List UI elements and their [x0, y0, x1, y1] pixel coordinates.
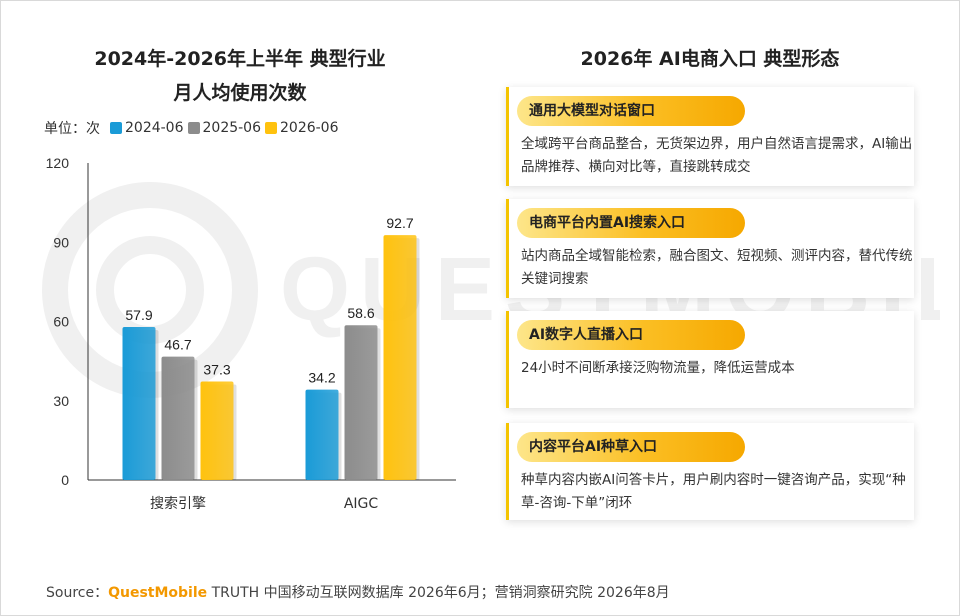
legend-label-2026: 2026-06: [280, 120, 339, 136]
legend-item-2024: 2024-06: [110, 120, 184, 136]
bar-value-label: 37.3: [203, 361, 230, 377]
bar-value-label: 34.2: [308, 370, 335, 386]
entry-tag-1: 通用大模型对话窗口: [517, 96, 745, 126]
entry-card-2: 电商平台内置AI搜索入口 站内商品全域智能检索，融合图文、短视频、测评内容，替代…: [506, 199, 914, 298]
bar-2025-06-0: [161, 356, 195, 480]
entry-tag-3: AI数字人直播入口: [517, 320, 745, 350]
entry-desc-1: 全域跨平台商品整合，无货架边界，用户自然语言提需求，AI输出品牌推荐、横向对比等…: [521, 136, 913, 175]
bar-2025-06-1: [344, 325, 378, 480]
entry-desc-4: 种草内容内嵌AI问答卡片，用户刷内容时一键咨询产品，实现“种草-咨询-下单”闭环: [521, 472, 906, 511]
entry-card-3: AI数字人直播入口 24小时不间断承接泛购物流量，降低运营成本: [506, 311, 914, 408]
y-tick-label: 30: [53, 393, 69, 409]
legend-swatch-2026: [265, 122, 277, 134]
entry-card-1: 通用大模型对话窗口 全域跨平台商品整合，无货架边界，用户自然语言提需求，AI输出…: [506, 87, 914, 186]
y-tick-label: 90: [53, 234, 69, 250]
entry-tag-2: 电商平台内置AI搜索入口: [517, 208, 745, 238]
legend-item-2026: 2026-06: [265, 120, 339, 136]
legend-label-2025: 2025-06: [202, 120, 262, 136]
right-panel-title: 2026年 AI电商入口 典型形态: [580, 48, 840, 70]
source-text: TRUTH 中国移动互联网数据库 2026年6月；营销洞察研究院 2026年8月: [207, 585, 670, 601]
legend-label-2024: 2024-06: [125, 120, 184, 136]
bar-2024-06-0: [122, 327, 156, 480]
unit-label: 单位：次: [44, 121, 100, 137]
bar-value-label: 57.9: [125, 307, 152, 323]
bar-value-label: 92.7: [386, 215, 413, 231]
entry-desc-3: 24小时不间断承接泛购物流量，降低运营成本: [521, 360, 795, 376]
chart-title-line1: 2024年-2026年上半年 典型行业: [94, 48, 386, 70]
y-tick-label: 60: [53, 314, 69, 330]
chart-legend: 单位：次 2024-06 2025-06 2026-06: [44, 118, 343, 138]
chart-title-line2: 月人均使用次数: [173, 82, 307, 104]
x-category-label: 搜索引擎: [150, 495, 206, 512]
bar-2026-06-0: [200, 381, 234, 480]
bar-value-label: 58.6: [347, 305, 374, 321]
entry-tag-4: 内容平台AI种草入口: [517, 432, 745, 462]
bar-2024-06-1: [305, 389, 339, 480]
legend-swatch-2024: [110, 122, 122, 134]
source-prefix: Source：: [46, 585, 109, 601]
source-brand: QuestMobile: [108, 585, 208, 601]
y-tick-label: 0: [61, 472, 69, 488]
x-category-label: AIGC: [344, 496, 379, 512]
source-note: Source：QuestMobile TRUTH 中国移动互联网数据库 2026…: [46, 582, 670, 602]
bar-value-label: 46.7: [164, 337, 191, 353]
y-tick-label: 120: [46, 155, 70, 171]
legend-swatch-2025: [187, 122, 200, 134]
entry-desc-2: 站内商品全域智能检索，融合图文、短视频、测评内容，替代传统关键词搜索: [521, 248, 913, 287]
legend-item-2025: 2025-06: [187, 120, 262, 136]
bar-chart: 0 30 60 90 120 57.9 46.7 37.3 搜索引擎 34.2 58.6 92.7 AI…: [46, 155, 456, 512]
bar-2026-06-1: [383, 235, 417, 480]
entry-card-4: 内容平台AI种草入口 种草内容内嵌AI问答卡片，用户刷内容时一键咨询产品，实现“…: [506, 423, 914, 520]
